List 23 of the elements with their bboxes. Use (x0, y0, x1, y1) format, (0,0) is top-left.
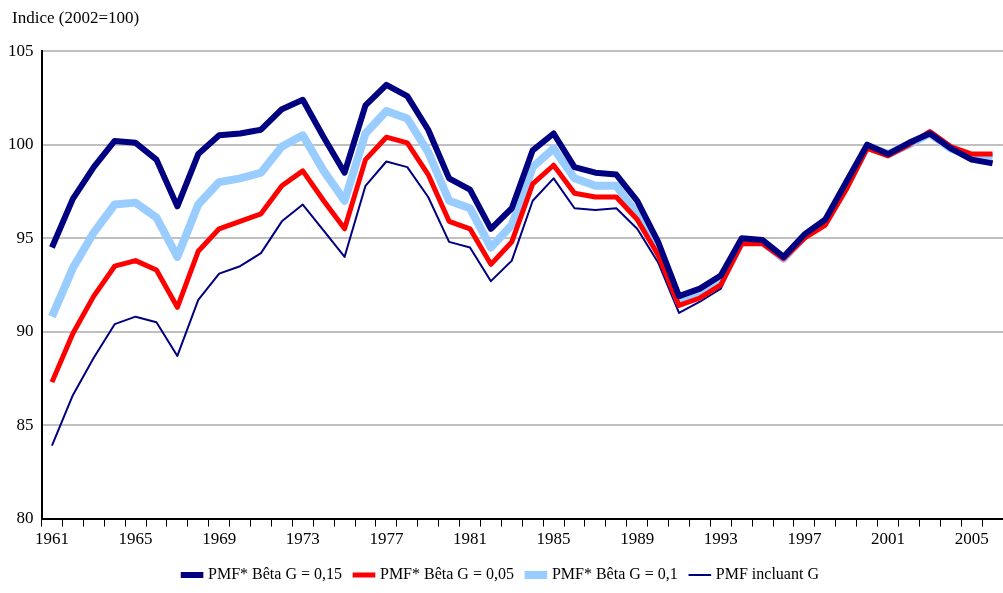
x-tick-label: 1961 (34, 529, 69, 549)
x-tick-label: 1973 (285, 529, 320, 549)
y-tick-label: 80 (16, 508, 34, 528)
y-tick-label: 95 (16, 227, 34, 247)
x-tick-label: 2001 (871, 529, 906, 549)
y-tick-label: 100 (8, 134, 34, 154)
y-tick-label: 105 (8, 40, 34, 60)
x-tick-label: 1965 (118, 529, 153, 549)
y-axis-title: Indice (2002=100) (12, 8, 140, 28)
y-tick-label: 85 (16, 414, 34, 434)
legend-label: PMF incluant G (715, 565, 820, 583)
x-tick-label: 1981 (452, 529, 487, 549)
x-tick-label: 1985 (536, 529, 571, 549)
x-tick-label: 1969 (202, 529, 237, 549)
legend-label: PMF* Bêta G = 0,1 (551, 565, 678, 583)
y-tick-label: 90 (16, 321, 34, 341)
legend-label: PMF* Bêta G = 0,05 (379, 565, 514, 583)
legend-label: PMF* Bêta G = 0,15 (208, 565, 342, 583)
x-tick-label: 1977 (369, 529, 404, 549)
x-tick-label: 1997 (787, 529, 822, 549)
x-tick-label: 1993 (703, 529, 738, 549)
x-tick-label: 2005 (954, 529, 989, 549)
x-tick-label: 1989 (620, 529, 655, 549)
